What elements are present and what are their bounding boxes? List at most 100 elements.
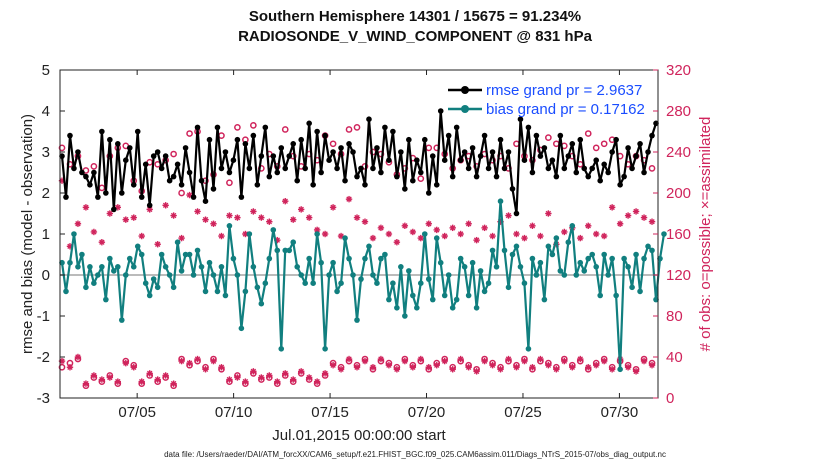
star-stroke	[465, 221, 472, 227]
bias-point	[366, 243, 372, 250]
rmse-point	[565, 153, 572, 159]
rmse-point	[465, 165, 472, 172]
star-stroke	[649, 362, 655, 368]
rmse-point	[158, 165, 165, 172]
obs-assimilated-marker	[210, 220, 217, 227]
bias-point	[437, 259, 444, 266]
rmse-point	[218, 165, 225, 172]
star-stroke	[346, 356, 352, 362]
bias-point	[238, 325, 245, 332]
bias-point	[485, 280, 492, 287]
obs-assimilated-marker	[377, 224, 385, 232]
rmse-point	[366, 116, 372, 122]
bias-point	[178, 268, 185, 274]
star-stroke	[154, 376, 161, 383]
obs-assimilated-marker	[98, 239, 106, 246]
bias-point	[641, 255, 647, 262]
obs-assimilated-low-marker	[441, 357, 448, 365]
star-stroke	[338, 366, 344, 373]
obs-assimilated-marker	[290, 216, 297, 223]
bias-point	[130, 264, 137, 270]
rmse-point	[266, 173, 273, 180]
obs-assimilated-low-marker	[130, 364, 137, 371]
star-stroke	[497, 366, 504, 373]
obs-assimilated-low-marker	[122, 359, 129, 367]
rmse-point	[509, 186, 516, 192]
bias-point	[346, 255, 352, 262]
bias-point	[406, 268, 412, 274]
x-tick-label: 07/20	[408, 404, 446, 421]
star-stroke	[131, 214, 137, 221]
star-stroke	[354, 214, 360, 221]
bias-point	[517, 264, 524, 270]
rmse-point	[150, 153, 157, 159]
rmse-point	[134, 128, 141, 135]
bias-point	[557, 268, 564, 274]
bias-point	[565, 239, 572, 245]
bias-point	[266, 255, 273, 262]
legend-marker	[461, 86, 469, 94]
obs-possible-marker	[218, 132, 225, 139]
rmse-point	[322, 132, 328, 139]
rmse-point	[358, 165, 364, 172]
star-stroke	[123, 360, 129, 366]
rmse-point	[182, 145, 189, 151]
star-stroke	[234, 214, 241, 221]
rmse-point	[210, 186, 217, 192]
rmse-point	[226, 169, 233, 176]
obs-possible-marker	[329, 140, 337, 148]
rmse-point	[330, 149, 336, 155]
obs-possible-marker	[552, 140, 560, 148]
obs-assimilated-low-marker	[513, 364, 520, 371]
star-stroke	[473, 368, 480, 375]
obs-assimilated-marker	[122, 216, 129, 223]
bias-point	[601, 251, 607, 258]
rmse-point	[178, 182, 185, 188]
obs-assimilated-low-marker	[337, 366, 345, 373]
star-stroke	[481, 225, 488, 231]
obs-assimilated-low-marker	[305, 374, 313, 381]
obs-assimilated-marker	[82, 204, 90, 211]
star-stroke	[314, 378, 320, 385]
bias-point	[501, 247, 508, 254]
obs-possible-marker	[98, 184, 106, 192]
rmse-point	[111, 206, 117, 213]
star-stroke	[394, 366, 400, 373]
star-stroke	[601, 358, 607, 364]
y-left-tick-label: 1	[42, 226, 50, 243]
data-file-footer: data file: /Users/raeder/DAI/ATM_forcXX/…	[164, 450, 666, 459]
rmse-point	[398, 149, 404, 155]
obs-assimilated-marker	[624, 212, 632, 219]
x-tick-label: 07/10	[215, 404, 253, 421]
obs-assimilated-low-marker	[90, 372, 98, 379]
star-stroke	[505, 212, 512, 219]
obs-assimilated-marker	[321, 230, 329, 238]
bias-point	[445, 272, 452, 278]
star-stroke	[537, 233, 544, 239]
star-stroke	[83, 204, 89, 211]
star-stroke	[641, 358, 647, 364]
star-stroke	[426, 364, 432, 370]
bias-point	[314, 231, 320, 237]
bias-point	[561, 272, 568, 278]
star-stroke	[146, 206, 153, 213]
bias-point	[218, 264, 225, 270]
rmse-point	[521, 157, 528, 163]
obs-possible-marker	[281, 126, 289, 133]
obs-assimilated-low-marker	[74, 353, 82, 361]
star-stroke	[250, 368, 257, 375]
star-stroke	[625, 212, 631, 219]
rmse-point	[346, 141, 352, 147]
bias-point	[429, 296, 436, 303]
star-stroke	[162, 372, 169, 379]
star-stroke	[306, 374, 312, 381]
obs-assimilated-marker	[640, 214, 648, 221]
rmse-point	[421, 136, 428, 143]
star-stroke	[202, 366, 209, 373]
rmse-point	[390, 128, 396, 135]
y-right-tick-label: 80	[666, 308, 683, 325]
star-stroke	[513, 231, 520, 237]
rmse-point	[274, 169, 281, 176]
star-stroke	[258, 374, 265, 381]
